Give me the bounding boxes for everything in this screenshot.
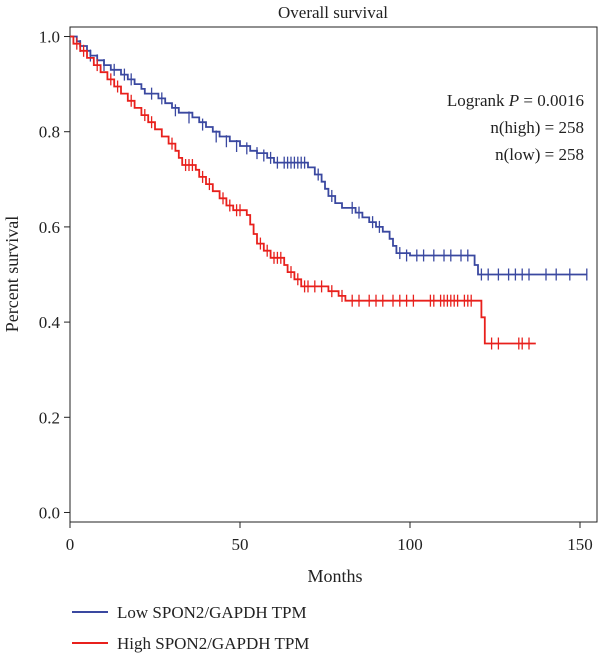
logrank-value: = 0.0016 xyxy=(519,91,584,110)
series-layer xyxy=(70,35,588,350)
y-tick-label: 0.4 xyxy=(39,313,61,332)
x-axis-ticks: 0 50 100 150 xyxy=(66,522,593,554)
x-tick-label: 0 xyxy=(66,535,75,554)
x-tick-label: 100 xyxy=(397,535,423,554)
chart-title: Overall survival xyxy=(278,3,388,22)
logrank-prefix: Logrank xyxy=(447,91,509,110)
series-low xyxy=(70,35,588,281)
y-axis-ticks: 0.0 0.2 0.4 0.6 0.8 1.0 xyxy=(39,28,70,522)
y-axis-label: Percent survival xyxy=(2,216,22,332)
n-low-text: n(low) = 258 xyxy=(495,145,584,164)
x-axis-label: Months xyxy=(307,566,362,586)
legend-label-high: High SPON2/GAPDH TPM xyxy=(117,634,309,653)
y-tick-label: 0.0 xyxy=(39,503,60,522)
series-high xyxy=(70,35,536,350)
stats-annotation: Logrank P = 0.0016 n(high) = 258 n(low) … xyxy=(447,91,584,164)
x-tick-label: 150 xyxy=(567,535,593,554)
n-high-text: n(high) = 258 xyxy=(490,118,584,137)
y-tick-label: 0.6 xyxy=(39,218,60,237)
logrank-text: Logrank P = 0.0016 xyxy=(447,91,584,110)
legend-label-low: Low SPON2/GAPDH TPM xyxy=(117,603,307,622)
legend: Low SPON2/GAPDH TPM High SPON2/GAPDH TPM xyxy=(72,603,309,653)
y-tick-label: 0.2 xyxy=(39,408,60,427)
survival-line-low xyxy=(70,35,587,276)
survival-line-high xyxy=(70,35,536,345)
y-tick-label: 1.0 xyxy=(39,28,60,47)
x-tick-label: 50 xyxy=(232,535,249,554)
y-tick-label: 0.8 xyxy=(39,123,60,142)
plot-frame xyxy=(69,26,598,523)
logrank-p: P xyxy=(508,91,519,110)
